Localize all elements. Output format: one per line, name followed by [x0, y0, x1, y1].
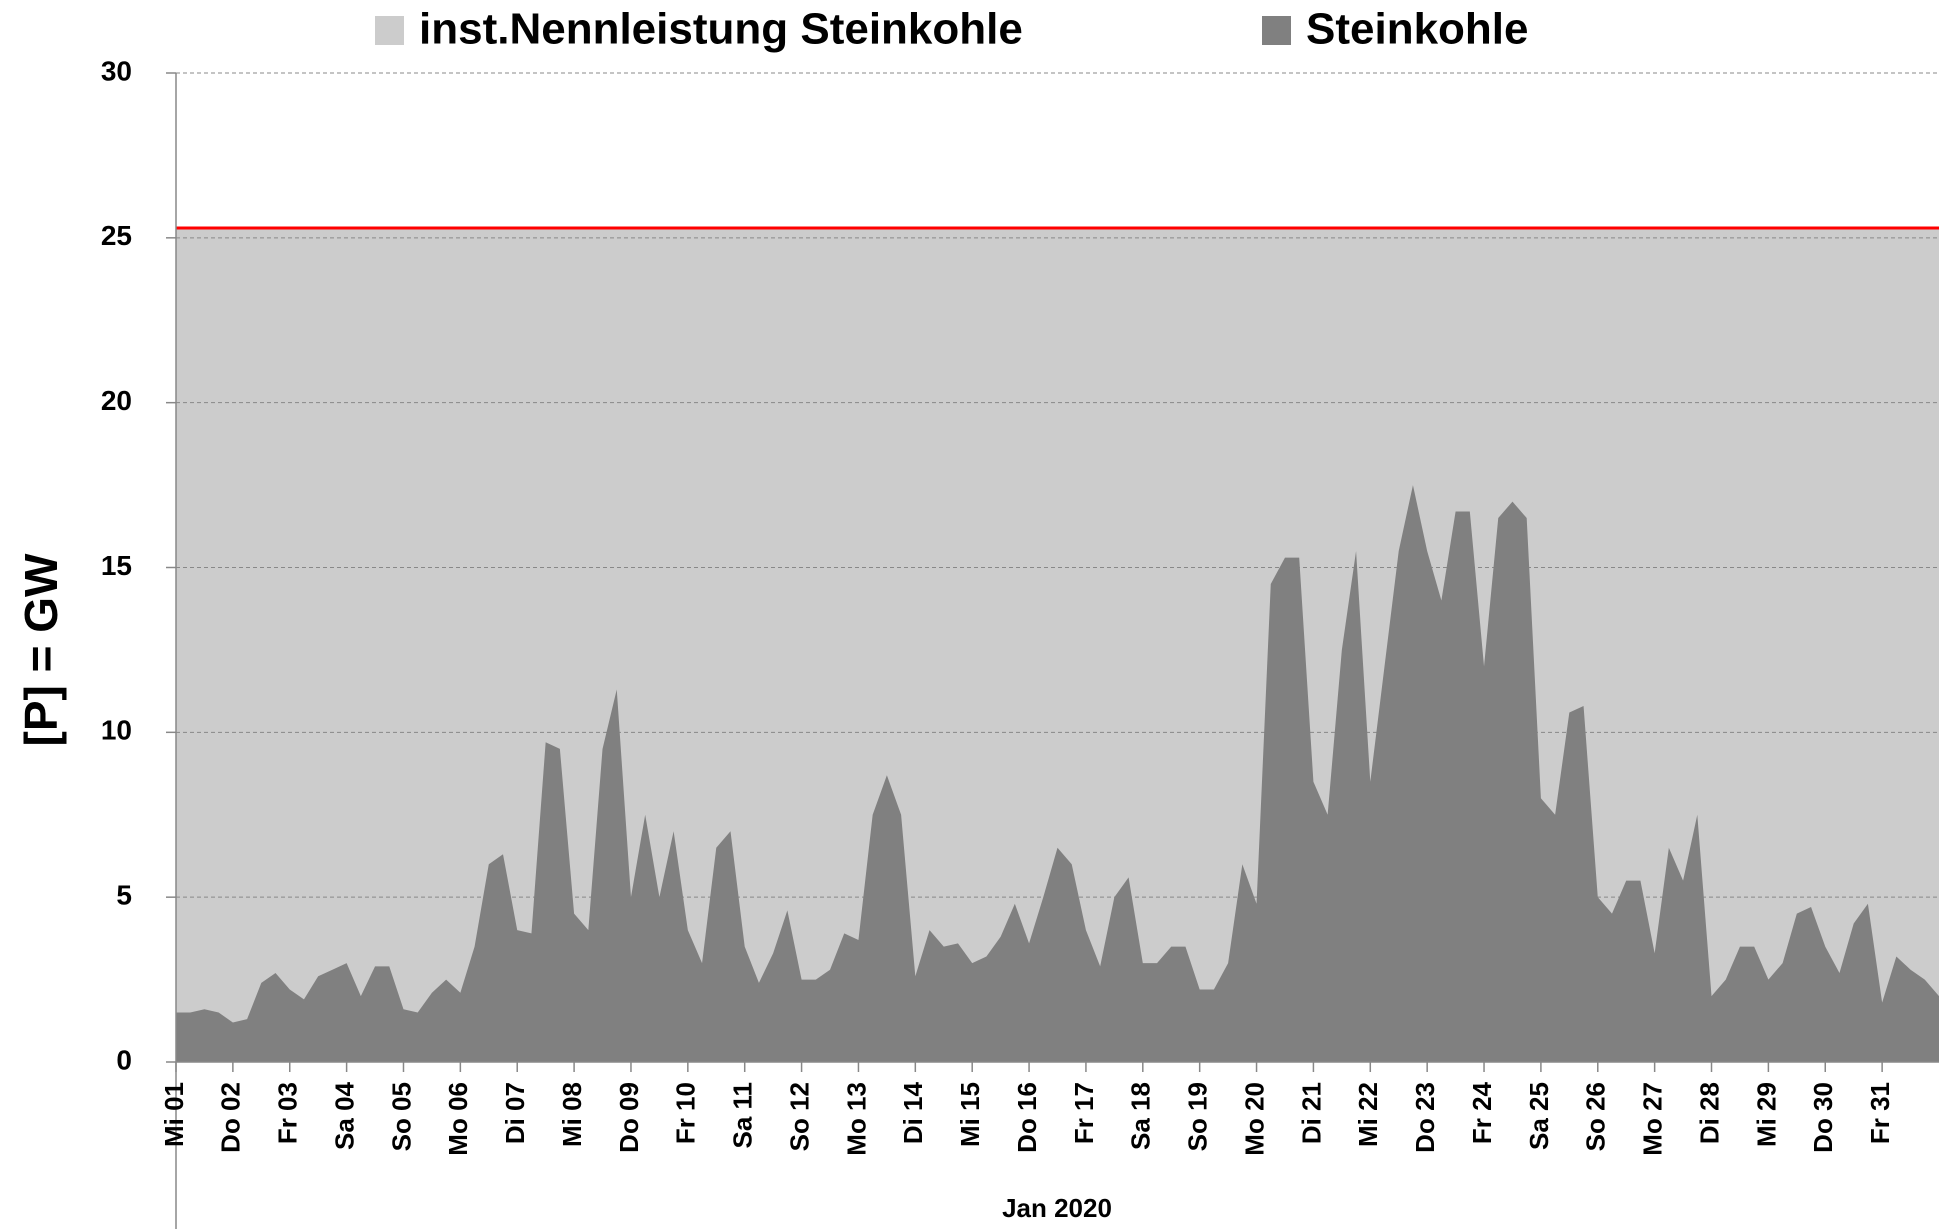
legend-swatch	[1262, 16, 1291, 45]
x-tick-label: Mo 20	[1239, 1082, 1269, 1156]
y-tick-label: 10	[101, 715, 132, 746]
x-tick-label: Do 09	[614, 1082, 644, 1153]
area	[176, 485, 1939, 1062]
x-tick-label: Do 02	[216, 1082, 246, 1153]
x-tick-label: Do 30	[1808, 1082, 1838, 1153]
x-tick-label: So 19	[1183, 1082, 1213, 1151]
x-tick-label: Mi 01	[159, 1082, 189, 1147]
x-tick-label: Fr 03	[273, 1082, 303, 1144]
y-tick-label: 30	[101, 55, 132, 86]
x-tick-label: Sa 04	[329, 1081, 359, 1149]
x-tick-label: So 12	[784, 1082, 814, 1151]
x-tick-label: Mi 22	[1353, 1082, 1383, 1147]
x-tick-label: Di 07	[500, 1082, 530, 1144]
y-tick-label: 20	[101, 385, 132, 416]
x-tick-label: Mi 29	[1751, 1082, 1781, 1147]
legend-label: inst.Nennleistung Steinkohle	[419, 5, 1023, 54]
x-tick-label: Fr 31	[1865, 1082, 1895, 1144]
x-axis-label: Jan 2020	[1002, 1193, 1112, 1223]
x-tick-label: Fr 17	[1069, 1082, 1099, 1144]
x-tick-label: Sa 25	[1524, 1082, 1554, 1150]
x-tick-label: So 05	[386, 1082, 416, 1151]
x-tick-label: Mo 27	[1638, 1082, 1668, 1156]
y-axis-label: [P] = GW	[15, 553, 67, 747]
x-tick-label: Di 28	[1694, 1082, 1724, 1144]
x-tick-label: Sa 11	[728, 1082, 758, 1149]
x-tick-label: Mi 08	[557, 1082, 587, 1147]
x-tick-label: Do 23	[1410, 1082, 1440, 1153]
y-tick-label: 0	[116, 1044, 132, 1075]
y-tick-label: 15	[101, 550, 132, 581]
x-tick-label: Sa 18	[1126, 1082, 1156, 1150]
x-tick-label: Do 16	[1012, 1082, 1042, 1153]
y-tick-label: 5	[116, 880, 132, 911]
x-tick-label: Fr 10	[671, 1082, 701, 1144]
y-tick-label: 25	[101, 220, 132, 251]
x-tick-label: So 26	[1581, 1082, 1611, 1151]
x-tick-label: Di 21	[1296, 1082, 1326, 1144]
x-tick-label: Mo 13	[841, 1082, 871, 1156]
x-tick-label: Mo 06	[443, 1082, 473, 1156]
legend-label: Steinkohle	[1306, 5, 1529, 54]
legend-swatch	[375, 16, 404, 45]
x-tick-label: Di 14	[898, 1081, 928, 1144]
x-tick-label: Mi 15	[955, 1082, 985, 1147]
x-tick-label: Fr 24	[1467, 1081, 1497, 1144]
